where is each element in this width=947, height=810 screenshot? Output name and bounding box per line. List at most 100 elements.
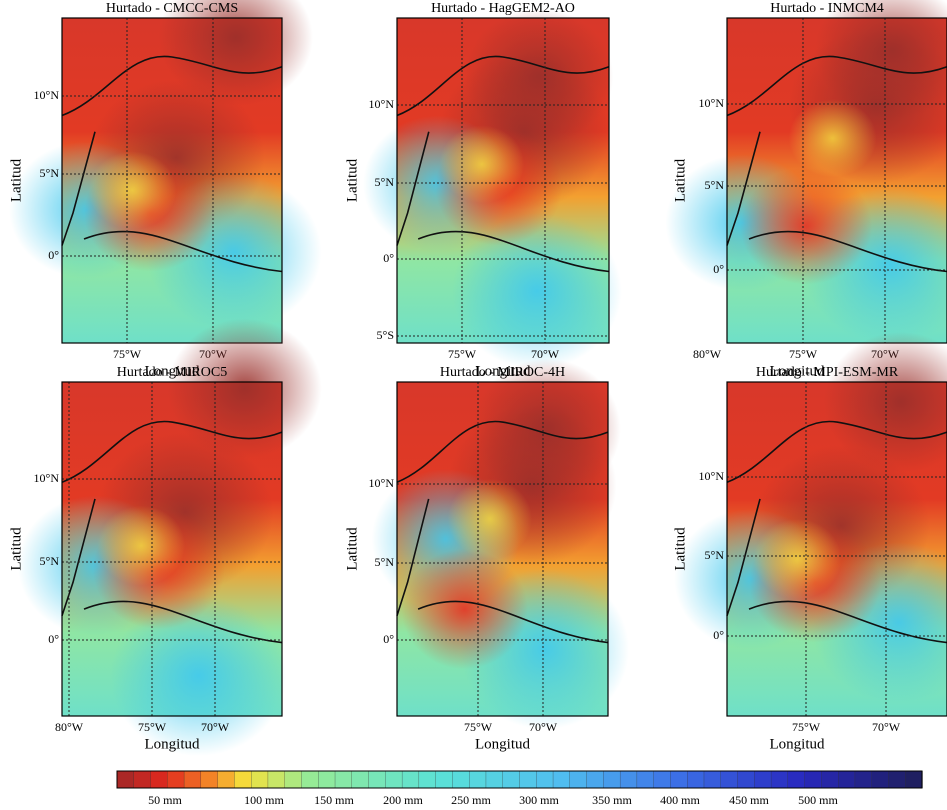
x-tick-label: 80°W	[693, 347, 722, 361]
colorbar-swatch	[871, 770, 890, 789]
y-tick-label: 10°N	[369, 476, 395, 490]
map-panel: Hurtado - MIROC5 Longitud Latitud 10°N 5°N 0°…	[8, 318, 322, 757]
coastline	[726, 420, 947, 644]
colorbar-swatch	[670, 770, 688, 789]
map-blob	[472, 358, 621, 499]
x-axis-label: Longitud	[770, 363, 825, 379]
x-axis-label: Longitud	[475, 736, 530, 752]
colorbar-swatch	[116, 770, 135, 789]
colorbar-swatch	[318, 770, 336, 789]
y-tick-label: 5°N	[375, 555, 395, 569]
panel-title: Hurtado - INMCM4	[770, 1, 884, 16]
colorbar-swatch	[519, 770, 537, 789]
colorbar-label: 300 mm	[519, 793, 559, 807]
colorbar-swatch	[720, 770, 739, 789]
x-tick-label: 70°W	[201, 720, 230, 734]
map-blob	[88, 151, 177, 230]
y-tick-label: 5°N	[40, 166, 60, 180]
colorbar-swatch	[687, 770, 705, 789]
colorbar-label: 150 mm	[314, 793, 354, 807]
y-tick-label: 10°N	[34, 471, 60, 485]
colorbar-swatch	[737, 770, 755, 789]
colorbar-frame	[116, 770, 923, 789]
map-panel: Hurtado - MIROC-4H Longitud Latitud 10°N 5°N…	[344, 358, 630, 752]
map-blob	[753, 518, 842, 600]
y-tick-label: 5°N	[705, 548, 725, 562]
y-tick-label: 0°	[713, 262, 724, 276]
colorbar-swatch	[888, 770, 906, 789]
y-axis-label: Latitud	[344, 527, 360, 571]
y-tick-label: 10°N	[369, 97, 395, 111]
map-blob	[464, 8, 614, 145]
map-panel: Hurtado - INMCM4 Longitud Latitud 10°N 5°N 0°…	[665, 0, 947, 379]
colorbar-swatch	[301, 770, 319, 789]
colorbar-label: 250 mm	[451, 793, 491, 807]
colorbar: 50 mm 100 mm 150 mm 200 mm 250 mm 300 mm 350 m…	[116, 770, 923, 807]
y-tick-label: 5°N	[40, 554, 60, 568]
colorbar-swatch	[368, 770, 386, 789]
map-blob	[439, 125, 525, 204]
colorbar-swatch	[167, 770, 185, 789]
x-tick-label: 75°W	[789, 347, 818, 361]
colorbar-swatch	[133, 770, 152, 789]
colorbar-swatch	[854, 770, 873, 789]
map-panel: Hurtado - HagGEM2-AOLongitudLatitud10°N5…	[344, 1, 622, 379]
coastline	[396, 55, 610, 273]
y-tick-label: 0°	[48, 248, 59, 262]
y-tick-label: 0°	[48, 632, 59, 646]
x-tick-label: 75°W	[138, 720, 167, 734]
y-axis-label: Latitud	[8, 527, 24, 571]
x-axis-label: Longitud	[145, 736, 200, 752]
map-blob	[823, 331, 947, 473]
map-blob	[97, 505, 186, 586]
colorbar-swatch	[452, 770, 470, 789]
colorbar-swatch	[754, 770, 772, 789]
colorbar-swatch	[385, 770, 403, 789]
colorbar-swatch	[536, 770, 554, 789]
map-frame	[396, 381, 609, 717]
colorbar-swatch	[267, 770, 286, 789]
panel-title: Hurtado - MPI-ESM-MR	[756, 365, 899, 380]
y-tick-label: 10°N	[34, 88, 60, 102]
colorbar-swatch	[234, 770, 252, 789]
panel-title: Hurtado - MIROC5	[117, 365, 227, 380]
panel-title: Hurtado - CMCC-CMS	[106, 1, 238, 16]
y-tick-label: 5°N	[705, 178, 725, 192]
colorbar-label: 50 mm	[148, 793, 182, 807]
map-blob	[167, 318, 322, 459]
colorbar-swatch	[435, 770, 454, 789]
colorbar-swatch	[200, 770, 219, 789]
map-blob	[452, 213, 622, 369]
colorbar-label: 400 mm	[660, 793, 700, 807]
colorbar-swatch	[334, 770, 353, 789]
colorbar-swatch	[586, 770, 605, 789]
x-tick-label: 70°W	[529, 720, 558, 734]
panel-title: Hurtado - HagGEM2-AO	[431, 1, 575, 16]
colorbar-swatch	[837, 770, 856, 789]
y-axis-label: Latitud	[672, 527, 688, 571]
y-tick-label: 10°N	[699, 469, 725, 483]
y-tick-label: 0°	[713, 628, 724, 642]
x-tick-label: 75°W	[464, 720, 493, 734]
map-frame	[726, 381, 947, 717]
colorbar-swatch	[217, 770, 236, 789]
coastline	[61, 420, 283, 644]
y-tick-label: 10°N	[699, 96, 725, 110]
x-tick-label: 75°W	[448, 347, 477, 361]
y-axis-label: Latitud	[344, 158, 360, 202]
colorbar-swatch	[821, 770, 839, 789]
colorbar-label: 200 mm	[383, 793, 423, 807]
colorbar-swatch	[502, 770, 521, 789]
colorbar-swatch	[469, 770, 487, 789]
coastline	[726, 55, 947, 273]
y-axis-label: Latitud	[672, 158, 688, 202]
colorbar-swatch	[804, 770, 823, 789]
y-tick-label: 5°S	[377, 328, 394, 342]
map-blob	[815, 0, 947, 119]
map-blob	[447, 478, 533, 560]
y-tick-label: 0°	[383, 251, 394, 265]
coastline	[396, 420, 609, 644]
panel-title: Hurtado - MIROC-4H	[440, 365, 565, 380]
